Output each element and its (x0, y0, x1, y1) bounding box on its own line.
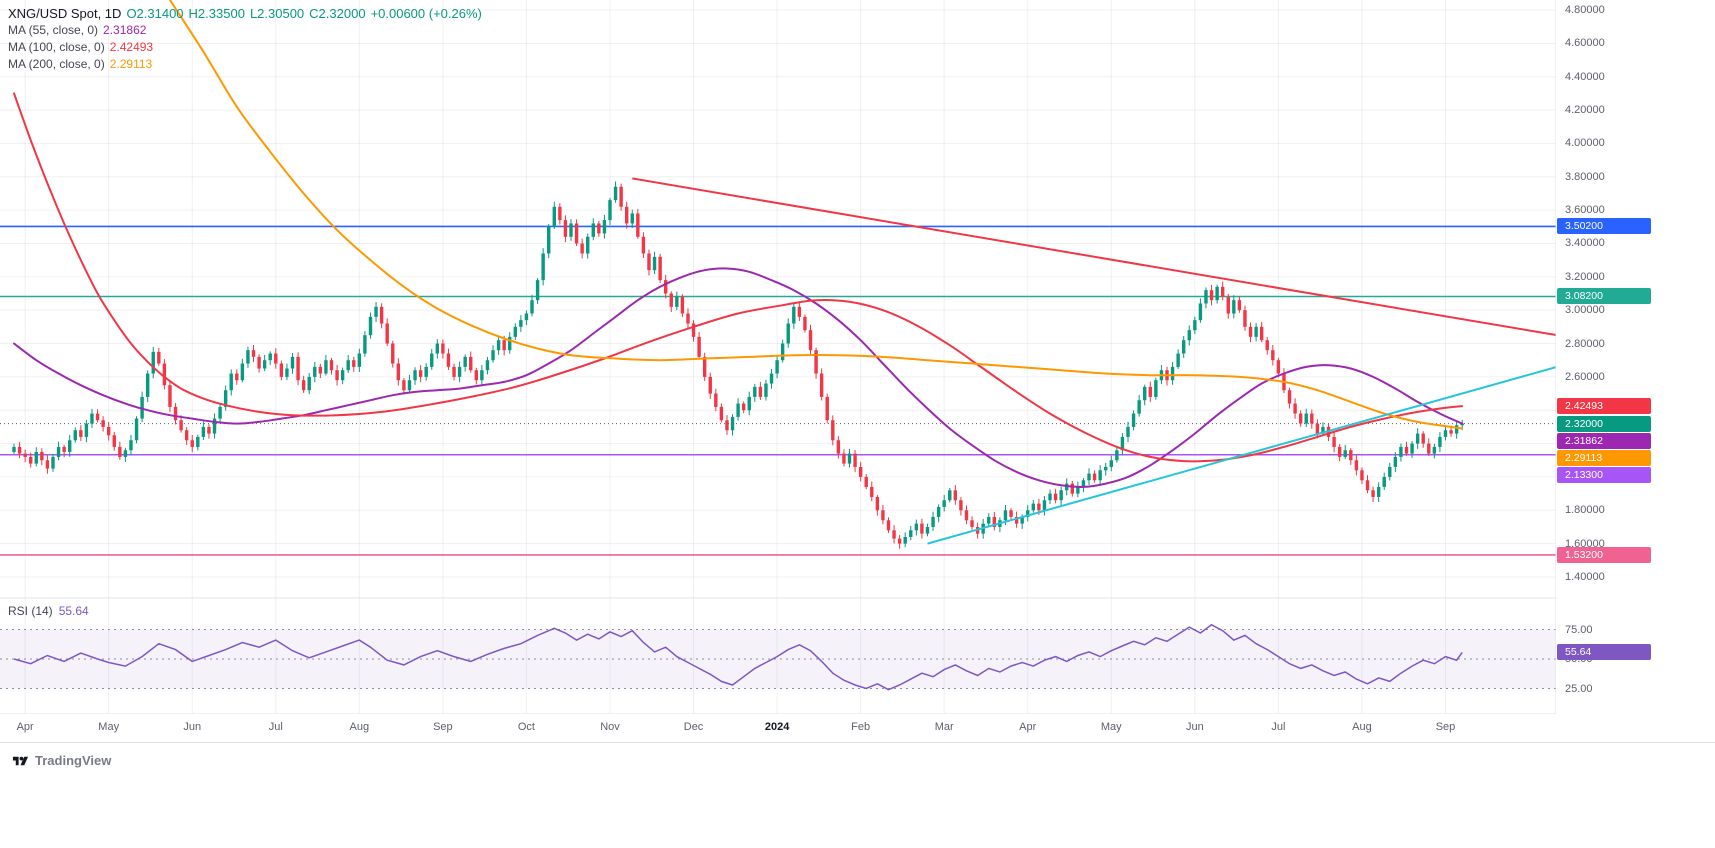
price-tick-label: 4.40000 (1565, 70, 1605, 83)
price-level-badge: 2.31862 (1557, 432, 1651, 449)
price-tick-label: 3.20000 (1565, 270, 1605, 283)
footer-bar: TradingView (0, 742, 1715, 848)
ohlc-low: L2.30500 (249, 6, 305, 21)
time-label: Sep (433, 721, 453, 733)
ohlc-close: C2.32000 (309, 6, 366, 21)
time-label: May (98, 721, 120, 733)
ma200-label: MA (200, close, 0) (8, 57, 105, 71)
price-level-badge: 3.50200 (1557, 218, 1651, 235)
symbol-legend-row: XNG/USD Spot, 1D O2.31400 H2.33500 L2.30500… (8, 5, 487, 22)
price-tick-label: 4.60000 (1565, 37, 1605, 50)
time-label: Apr (16, 721, 34, 733)
price-level-badge: 1.53200 (1557, 546, 1651, 563)
time-label: Dec (683, 721, 704, 733)
time-label: Apr (1019, 721, 1037, 733)
time-label: May (1100, 721, 1122, 733)
ma55-value: 2.31862 (103, 23, 147, 37)
price-tick-label: 1.80000 (1565, 504, 1605, 517)
ma100-legend-row[interactable]: MA (100, close, 0) 2.42493 (8, 39, 487, 56)
price-tick-label: 3.40000 (1565, 237, 1605, 250)
price-tick-label: 3.80000 (1565, 170, 1605, 183)
rsi-tick-label: 75.00 (1565, 623, 1593, 636)
symbol-title[interactable]: XNG/USD Spot, 1D (8, 6, 122, 21)
price-level-badge: 2.42493 (1557, 398, 1651, 415)
rsi-legend-row[interactable]: RSI (14) 55.64 (8, 604, 95, 618)
time-label: Jul (268, 721, 283, 733)
time-axis[interactable]: Apr May Jun Jul Aug Sep Oct Nov Dec 2024 Feb Mar Apr… (0, 714, 1715, 742)
rsi-tick-label: 25.00 (1565, 682, 1593, 695)
time-label: 2024 (764, 721, 790, 733)
change-value: +0.00600 (+0.26%) (370, 6, 482, 21)
time-label: Feb (851, 721, 871, 733)
price-tick-label: 1.40000 (1565, 570, 1605, 583)
time-label: Jun (1185, 721, 1204, 733)
ma55-legend-row[interactable]: MA (55, close, 0) 2.31862 (8, 22, 487, 39)
ma55-label: MA (55, close, 0) (8, 23, 99, 37)
tradingview-brand-text: TradingView (35, 753, 112, 768)
time-label: Mar (934, 721, 954, 733)
rsi-value-badge: 55.64 (1557, 644, 1651, 661)
price-level-badge: 3.08200 (1557, 288, 1651, 305)
time-label: Jun (183, 721, 202, 733)
price-axis[interactable]: 4.80000 4.60000 4.40000 4.20000 4.00000 3.800… (1556, 0, 1715, 742)
tradingview-logo-icon (12, 756, 29, 766)
price-tick-label: 2.60000 (1565, 370, 1605, 383)
ma100-value: 2.42493 (109, 40, 154, 54)
price-tick-label: 4.80000 (1565, 4, 1605, 16)
price-level-badge: 2.32000 (1557, 415, 1651, 432)
time-label: Aug (349, 721, 370, 733)
ohlc-high: H2.33500 (188, 6, 245, 21)
chart-legend[interactable]: XNG/USD Spot, 1D O2.31400 H2.33500 L2.30500… (8, 5, 487, 73)
ma200-legend-row[interactable]: MA (200, close, 0) 2.29113 (8, 56, 487, 73)
time-label: Aug (1352, 721, 1372, 733)
price-tick-label: 4.20000 (1565, 104, 1605, 117)
price-level-badge: 2.29113 (1557, 449, 1651, 466)
price-tick-label: 2.80000 (1565, 337, 1605, 350)
rsi-value: 55.64 (58, 604, 89, 618)
price-level-badge: 2.13300 (1557, 466, 1651, 483)
price-tick-label: 3.60000 (1565, 204, 1605, 217)
ma200-value: 2.29113 (109, 57, 153, 71)
price-tick-label: 3.00000 (1565, 304, 1605, 317)
price-tick-label: 4.00000 (1565, 137, 1605, 150)
time-label: Oct (517, 721, 535, 733)
price-tick-label: 1.60000 (1565, 537, 1605, 550)
time-label: Jul (1271, 721, 1286, 733)
ohlc-open: O2.31400 (126, 6, 184, 21)
rsi-label: RSI (14) (8, 604, 53, 618)
time-label: Sep (1435, 721, 1456, 733)
ma100-label: MA (100, close, 0) (8, 40, 105, 54)
tradingview-logo-link[interactable]: TradingView (12, 753, 111, 768)
time-label: Nov (600, 721, 620, 733)
